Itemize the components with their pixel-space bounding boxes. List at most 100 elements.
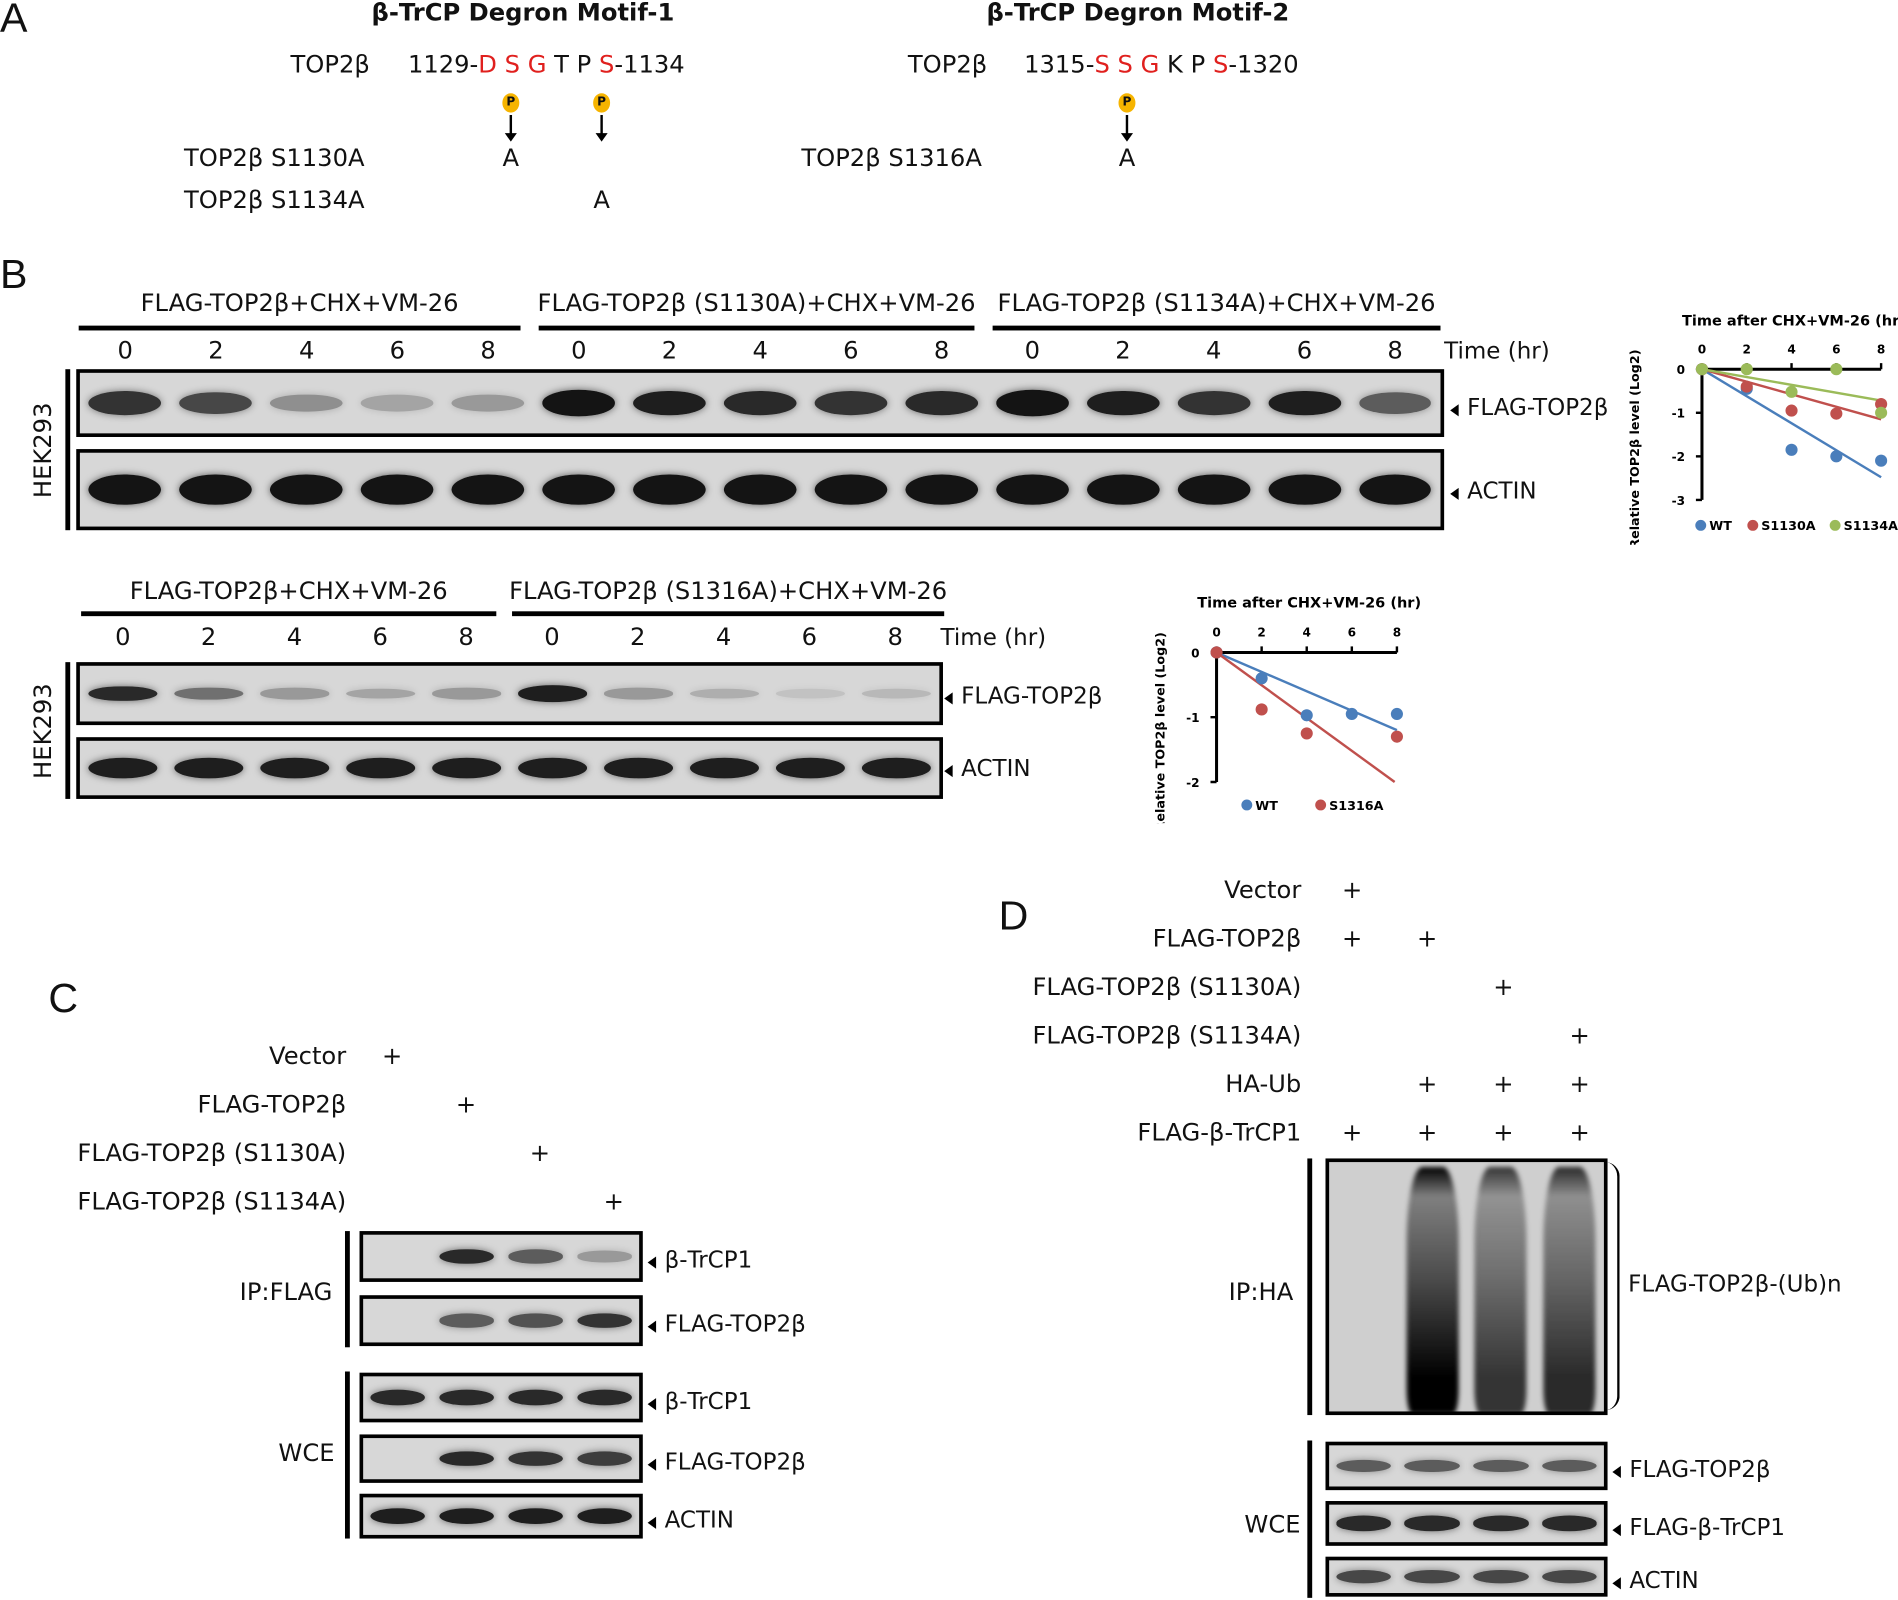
x-tick-label: 0 (1212, 626, 1220, 640)
legend-label: WT (1255, 798, 1278, 813)
group-underline (512, 611, 945, 617)
trendline-s1134a (1701, 368, 1882, 402)
legend-marker-wt (1241, 799, 1253, 811)
protein-band (88, 757, 158, 779)
blot-strip-0 (359, 1231, 643, 1282)
motif2-protein: TOP2β (907, 49, 988, 79)
protein-band (451, 474, 525, 505)
data-point-wt (1255, 672, 1268, 685)
condition-label: FLAG-TOP2β (S1134A) (77, 1186, 347, 1216)
y-tick-label: -2 (1186, 776, 1199, 790)
residue: S (1212, 49, 1229, 79)
mutant-s1130a-aa: A (502, 142, 520, 172)
protein-band (439, 1508, 495, 1525)
group-label: FLAG-TOP2β (S1130A)+CHX+VM-26 (537, 288, 976, 318)
plus-sign: + (1417, 1068, 1438, 1098)
motif1-title: β-TrCP Degron Motif-1 (371, 0, 675, 27)
protein-band (996, 474, 1069, 505)
lane-time-label: 6 (801, 622, 818, 652)
protein-band (861, 757, 931, 779)
protein-band (260, 757, 330, 779)
plus-sign: + (1569, 1068, 1590, 1098)
plus-sign: + (1569, 1117, 1590, 1147)
flag-top2b-blot (76, 369, 1445, 437)
lane-time-label: 2 (208, 335, 224, 365)
cell-line-label: HEK293 (27, 402, 57, 499)
plus-sign: + (1493, 1068, 1514, 1098)
residue: D (478, 49, 497, 79)
data-point-s1316a (1390, 730, 1403, 743)
protein-band (1542, 1516, 1598, 1531)
lane-time-label: 6 (1296, 335, 1313, 365)
phospho-icon: P (502, 93, 520, 113)
protein-band (723, 474, 797, 505)
arrowhead-icon (1612, 1576, 1621, 1589)
protein-band (604, 688, 673, 700)
protein-band (604, 757, 673, 779)
data-point-s1316a (1210, 646, 1223, 659)
lane-time-label: 0 (1024, 335, 1041, 365)
y-axis-label: Relative TOP2β level (Log2) (1627, 349, 1642, 544)
band-label: FLAG-TOP2β (664, 1310, 806, 1338)
residue: K (1167, 49, 1183, 79)
protein-band (260, 688, 330, 700)
condition-label: FLAG-TOP2β (S1130A) (1032, 972, 1302, 1002)
flag-top2b-blot (76, 662, 943, 726)
ip-bracket (344, 1231, 350, 1348)
data-point-s1130a (1785, 404, 1798, 417)
x-tick-label: 0 (1698, 342, 1706, 356)
motif1-sequence: 1129-D S G T P S-1134 (408, 50, 685, 79)
band-label: FLAG-TOP2β (1629, 1456, 1771, 1483)
plus-sign: + (1569, 1020, 1590, 1050)
data-point-wt (1345, 707, 1358, 721)
protein-band (776, 688, 845, 699)
sample-bracket (65, 662, 71, 799)
protein-band (577, 1451, 633, 1467)
protein-band (1086, 390, 1160, 416)
protein-band (439, 1389, 495, 1406)
legend-marker-s1316a (1315, 799, 1327, 811)
residue-s1134: S (598, 49, 615, 79)
lane-time-label: 8 (1387, 335, 1403, 365)
protein-band (814, 474, 888, 505)
protein-band (508, 1451, 564, 1467)
band-label: FLAG-β-TrCP1 (1629, 1513, 1786, 1541)
plus-sign: + (1493, 1117, 1514, 1147)
lane-time-label: 6 (372, 622, 388, 652)
blot-strip-3 (359, 1434, 643, 1483)
lane-time-label: 0 (115, 622, 131, 652)
arrowhead-icon (944, 692, 953, 705)
protein-band (518, 685, 587, 702)
group-label: FLAG-TOP2β (S1134A)+CHX+VM-26 (997, 288, 1436, 318)
seq-start: 1315- (1024, 49, 1095, 79)
legend-label: WT (1709, 518, 1732, 533)
blot-strip-2 (359, 1372, 643, 1423)
band-label-flag-top2b: FLAG-TOP2β (961, 682, 1103, 710)
protein-band (270, 474, 343, 505)
protein-band (542, 390, 616, 417)
panel-d-label: D (998, 893, 1029, 940)
blot-strip-0 (1325, 1441, 1608, 1491)
lane-time-label: 2 (1115, 335, 1131, 365)
panel-b-label: B (0, 251, 28, 298)
protein-band (370, 1508, 426, 1525)
plus-sign: + (1341, 1117, 1363, 1147)
arrowhead-icon (647, 1458, 657, 1471)
arrowhead-icon (944, 765, 953, 778)
legend-label: S1316A (1329, 798, 1384, 813)
protein-band (88, 391, 162, 416)
data-point-wt (1390, 707, 1403, 721)
trendline-wt (1701, 368, 1882, 479)
protein-band (1177, 391, 1250, 416)
band-label-actin: ACTIN (1467, 478, 1537, 505)
data-point-wt (1785, 443, 1798, 456)
chart-title: Time after CHX+VM-26 (hr) (1682, 314, 1898, 330)
ubiquitin-smear (1474, 1166, 1527, 1412)
protein-band (88, 685, 158, 702)
plus-sign: + (603, 1186, 624, 1216)
chart-title: Time after CHX+VM-26 (hr) (1197, 596, 1421, 612)
lane-time-label: 8 (480, 335, 496, 365)
plus-sign: + (1341, 875, 1363, 905)
wce-label: WCE (1244, 1509, 1301, 1539)
protein-band (508, 1389, 564, 1406)
